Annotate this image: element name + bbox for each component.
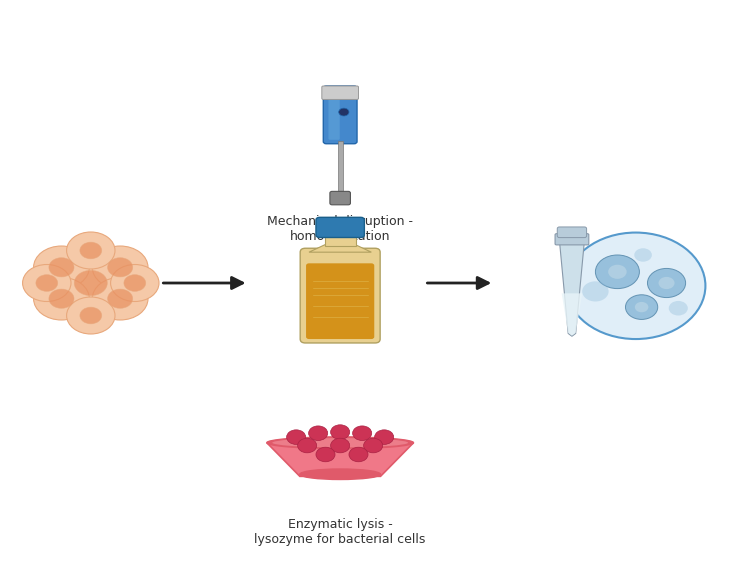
Circle shape (635, 302, 648, 312)
Circle shape (625, 295, 658, 319)
Circle shape (75, 271, 107, 295)
FancyBboxPatch shape (330, 191, 350, 205)
Circle shape (111, 264, 159, 302)
Circle shape (316, 447, 335, 462)
Polygon shape (562, 293, 582, 336)
Circle shape (596, 255, 639, 289)
Circle shape (67, 232, 115, 269)
Circle shape (364, 438, 383, 453)
FancyBboxPatch shape (555, 234, 589, 245)
Circle shape (92, 246, 148, 289)
Circle shape (349, 447, 368, 462)
FancyBboxPatch shape (323, 86, 357, 144)
Circle shape (80, 242, 102, 259)
Circle shape (353, 426, 372, 440)
Circle shape (582, 281, 609, 302)
Polygon shape (267, 443, 414, 477)
FancyBboxPatch shape (328, 90, 340, 140)
Circle shape (647, 268, 686, 298)
FancyBboxPatch shape (306, 263, 374, 339)
Circle shape (608, 265, 627, 279)
Circle shape (309, 426, 327, 440)
Circle shape (67, 297, 115, 334)
Circle shape (33, 277, 89, 320)
Circle shape (338, 108, 349, 116)
Ellipse shape (267, 437, 414, 449)
Circle shape (23, 264, 71, 302)
Circle shape (287, 430, 306, 444)
Text: Mechanical disruption -
homogenization: Mechanical disruption - homogenization (268, 215, 413, 243)
FancyBboxPatch shape (300, 248, 380, 343)
Circle shape (566, 233, 706, 339)
Circle shape (54, 255, 127, 311)
Bar (338, 142, 343, 195)
Circle shape (49, 258, 74, 277)
Circle shape (36, 275, 58, 291)
Ellipse shape (272, 438, 408, 447)
Bar (324, 234, 355, 246)
Circle shape (80, 307, 102, 324)
Circle shape (108, 258, 133, 277)
FancyBboxPatch shape (557, 227, 587, 238)
Polygon shape (559, 241, 585, 336)
Circle shape (49, 289, 74, 308)
Circle shape (124, 275, 146, 291)
Polygon shape (309, 245, 371, 252)
Circle shape (33, 246, 89, 289)
Circle shape (108, 289, 133, 308)
Text: Enzymatic lysis -
lysozyme for bacterial cells: Enzymatic lysis - lysozyme for bacterial… (254, 518, 426, 546)
Circle shape (669, 301, 688, 315)
Circle shape (92, 277, 148, 320)
Ellipse shape (300, 469, 381, 479)
Circle shape (330, 425, 350, 439)
Polygon shape (586, 259, 587, 312)
Text: Chemical lysis -
detergents: Chemical lysis - detergents (291, 440, 389, 468)
Circle shape (658, 277, 675, 289)
Circle shape (330, 438, 350, 453)
FancyBboxPatch shape (316, 217, 364, 238)
Circle shape (375, 430, 394, 444)
Circle shape (298, 438, 317, 453)
FancyBboxPatch shape (321, 86, 358, 100)
Circle shape (634, 248, 652, 261)
